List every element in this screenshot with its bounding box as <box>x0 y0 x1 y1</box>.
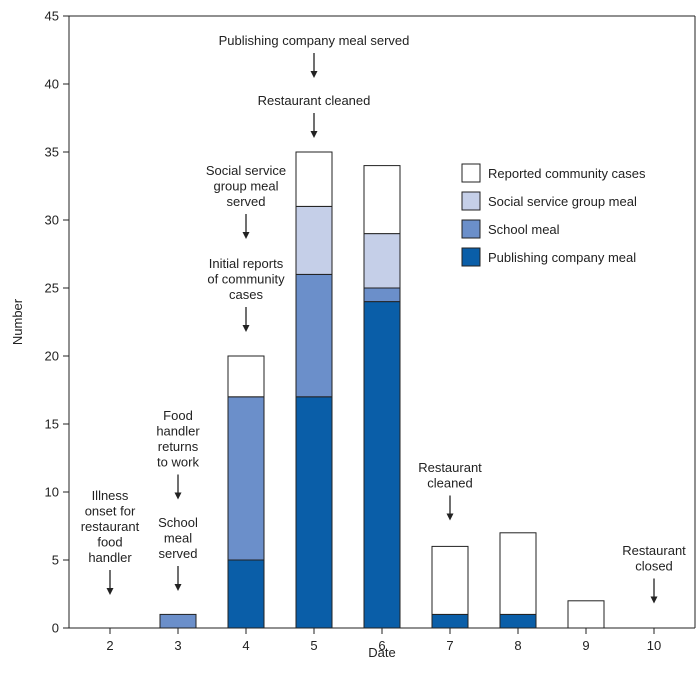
arrow-head <box>174 492 182 500</box>
bar-segment-8-series-3 <box>499 532 537 615</box>
annotation-text: of community <box>207 272 285 287</box>
annotation-text: cleaned <box>427 476 473 491</box>
x-tick-label: 4 <box>242 638 249 653</box>
x-tick-label: 6 <box>378 638 385 653</box>
annotation-text: Food <box>163 408 193 423</box>
x-tick-label: 2 <box>106 638 113 653</box>
y-tick-label: 25 <box>45 281 59 296</box>
bar-segment-9-series-3 <box>567 600 605 629</box>
legend-swatch <box>461 219 481 239</box>
annotation-text: closed <box>635 559 673 574</box>
bar-segment-6-series-3 <box>363 165 401 235</box>
bar-segment-5-series-1 <box>295 273 333 398</box>
arrow-head <box>310 131 318 138</box>
annotation-text: restaurant <box>81 519 140 534</box>
legend-swatch <box>461 191 481 211</box>
bar-segment-6-series-2 <box>363 233 401 289</box>
annotation-text: Publishing company meal served <box>219 33 410 48</box>
legend-label: Publishing company meal <box>488 250 636 265</box>
y-tick-label: 20 <box>45 349 59 364</box>
y-tick-label: 30 <box>45 213 59 228</box>
annotation-text: Illness <box>92 488 129 503</box>
legend-label: Social service group meal <box>488 194 637 209</box>
annotation-text: Restaurant <box>622 543 686 558</box>
bar-segment-3-series-1 <box>159 613 197 629</box>
annotation-text: served <box>158 546 197 561</box>
annotation-text: School <box>158 515 198 530</box>
annotation-5: Publishing company meal served <box>219 33 410 78</box>
y-tick-label: 35 <box>45 145 59 160</box>
arrow-head <box>650 596 658 604</box>
arrow-head <box>106 588 114 595</box>
y-tick-label: 40 <box>45 77 59 92</box>
annotation-text: returns <box>158 439 199 454</box>
annotation-text: food <box>97 535 122 550</box>
annotation-text: cases <box>229 287 263 302</box>
x-tick-label: 8 <box>514 638 521 653</box>
bar-segment-4-series-3 <box>227 355 265 398</box>
bars-layer <box>159 151 605 629</box>
annotation-6: Restaurant cleaned <box>258 93 371 138</box>
arrow-head <box>446 513 454 521</box>
arrow-head <box>242 232 250 239</box>
annotation-text: Initial reports <box>209 256 284 271</box>
x-tick-label: 5 <box>310 638 317 653</box>
annotation-text: served <box>226 194 265 209</box>
bar-segment-5-series-2 <box>295 205 333 275</box>
legend: Reported community cases Social service g… <box>461 163 646 267</box>
x-axis-label: Date <box>368 645 395 660</box>
annotation-text: group meal <box>213 179 278 194</box>
arrow-head <box>174 584 182 591</box>
annotation-text: to work <box>157 455 199 470</box>
bar-segment-4-series-1 <box>227 396 265 561</box>
legend-swatch <box>461 163 481 183</box>
y-tick-label: 5 <box>52 553 59 568</box>
annotation-text: handler <box>156 424 200 439</box>
x-tick-label: 9 <box>582 638 589 653</box>
bar-segment-5-series-0 <box>295 396 333 629</box>
bar-segment-6-series-1 <box>363 287 401 303</box>
legend-label: School meal <box>488 222 560 237</box>
y-tick-label: 15 <box>45 417 59 432</box>
x-tick-label: 3 <box>174 638 181 653</box>
arrow-head <box>310 71 318 78</box>
bar-segment-6-series-0 <box>363 301 401 629</box>
annotation-text: Social service <box>206 163 286 178</box>
y-tick-label: 45 <box>45 9 59 24</box>
arrow-head <box>242 325 250 332</box>
x-tick-label: 7 <box>446 638 453 653</box>
x-tick-label: 10 <box>647 638 661 653</box>
legend-swatch <box>461 247 481 267</box>
legend-label: Reported community cases <box>488 166 646 181</box>
bar-segment-7-series-3 <box>431 545 469 615</box>
y-tick-label: 10 <box>45 485 59 500</box>
annotation-text: Restaurant <box>418 460 482 475</box>
bar-segment-4-series-0 <box>227 559 265 629</box>
y-tick-label: 0 <box>52 621 59 636</box>
bar-segment-5-series-3 <box>295 151 333 207</box>
annotation-text: meal <box>164 531 192 546</box>
annotation-text: Restaurant cleaned <box>258 93 371 108</box>
annotation-text: handler <box>88 550 132 565</box>
y-axis-label: Number <box>10 298 25 345</box>
bar-segment-8-series-0 <box>499 613 537 629</box>
bar-segment-7-series-0 <box>431 613 469 629</box>
annotation-text: onset for <box>85 504 136 519</box>
